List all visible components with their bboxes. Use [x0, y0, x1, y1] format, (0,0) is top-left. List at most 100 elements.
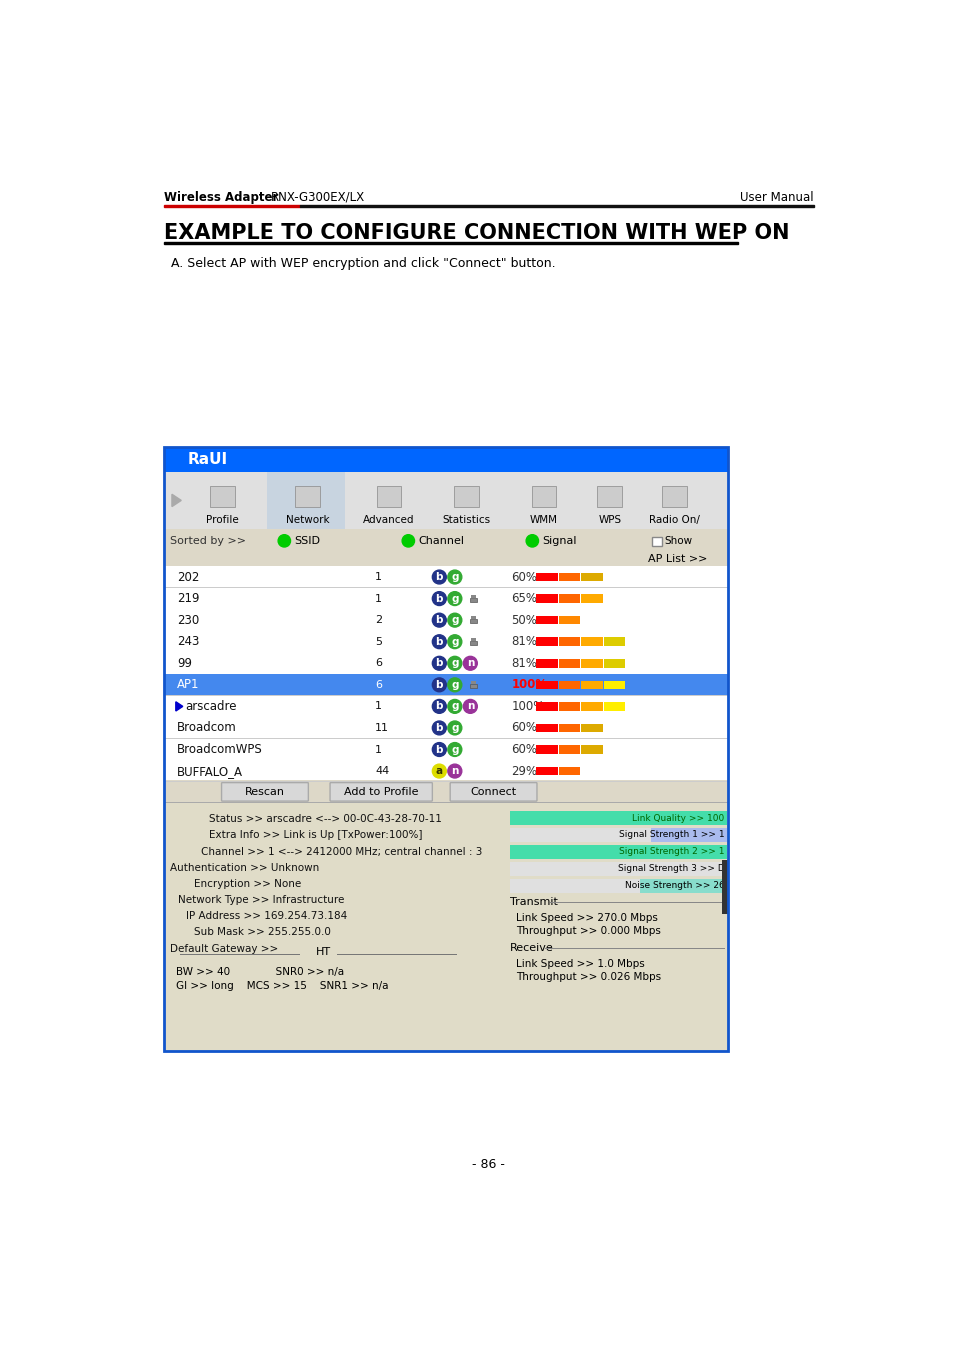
Text: Extra Info >> Link is Up [TxPower:100%]: Extra Info >> Link is Up [TxPower:100%]	[209, 830, 422, 840]
Text: Default Gateway >>: Default Gateway >>	[171, 944, 278, 953]
Text: Sub Mask >> 255.255.0.0: Sub Mask >> 255.255.0.0	[193, 927, 330, 937]
Bar	[536, 767, 558, 775]
FancyBboxPatch shape	[221, 783, 308, 801]
Text: 1: 1	[375, 572, 381, 582]
Circle shape	[432, 591, 446, 606]
Bar	[536, 616, 558, 625]
Text: Radio On/: Radio On/	[648, 516, 699, 525]
Text: Add to Profile: Add to Profile	[344, 787, 418, 796]
Bar	[536, 745, 558, 753]
Circle shape	[432, 743, 446, 756]
Text: GI >> long    MCS >> 15    SNR1 >> n/a: GI >> long MCS >> 15 SNR1 >> n/a	[175, 981, 388, 991]
Bar	[164, 205, 299, 207]
Bar	[639, 879, 726, 892]
Text: 2: 2	[375, 616, 382, 625]
Text: g: g	[451, 744, 458, 755]
Circle shape	[432, 699, 446, 713]
Bar	[509, 845, 726, 859]
Circle shape	[432, 656, 446, 670]
Text: b: b	[436, 616, 442, 625]
Bar	[661, 486, 686, 508]
Bar	[721, 860, 728, 914]
Bar	[294, 486, 319, 508]
Bar	[580, 659, 602, 667]
Text: Receive: Receive	[509, 944, 553, 953]
FancyBboxPatch shape	[330, 783, 432, 801]
Bar	[164, 471, 728, 529]
Bar	[470, 620, 476, 624]
Text: 65%: 65%	[511, 593, 537, 605]
Text: 230: 230	[177, 614, 199, 626]
Text: g: g	[451, 724, 458, 733]
Circle shape	[432, 613, 446, 628]
Bar	[164, 529, 728, 552]
Bar	[164, 674, 728, 695]
Text: g: g	[451, 616, 458, 625]
Circle shape	[463, 656, 476, 670]
Bar	[164, 695, 728, 717]
Text: 11: 11	[375, 724, 389, 733]
Circle shape	[447, 678, 461, 691]
Bar	[471, 617, 476, 620]
Circle shape	[447, 613, 461, 628]
Bar	[164, 447, 728, 1052]
Bar	[164, 587, 728, 609]
Circle shape	[447, 570, 461, 585]
Text: RNX-G300EX/LX: RNX-G300EX/LX	[271, 190, 365, 204]
Circle shape	[447, 699, 461, 713]
Text: Advanced: Advanced	[363, 516, 415, 525]
Text: b: b	[436, 702, 442, 711]
Bar	[597, 486, 621, 508]
Bar	[299, 205, 813, 207]
Circle shape	[447, 634, 461, 648]
Text: b: b	[436, 594, 442, 603]
Text: g: g	[451, 637, 458, 647]
Bar	[509, 845, 726, 859]
Text: n: n	[451, 765, 458, 776]
Text: Authentication >> Unknown: Authentication >> Unknown	[171, 863, 319, 872]
Text: g: g	[451, 572, 458, 582]
Bar	[164, 738, 728, 760]
Text: WPS: WPS	[598, 516, 620, 525]
Text: 99: 99	[177, 656, 193, 670]
Circle shape	[447, 721, 461, 734]
Text: 243: 243	[177, 636, 199, 648]
Bar	[164, 447, 728, 471]
Bar	[509, 861, 726, 876]
Text: 60%: 60%	[511, 743, 537, 756]
Bar	[603, 680, 624, 688]
Text: - 86 -: - 86 -	[472, 1158, 505, 1170]
Text: Wireless Adapter: Wireless Adapter	[164, 190, 282, 204]
Text: 219: 219	[177, 593, 200, 605]
Bar	[580, 745, 602, 753]
Bar	[558, 680, 579, 688]
Text: n: n	[466, 659, 474, 668]
Text: EXAMPLE TO CONFIGURE CONNECTION WITH WEP ON: EXAMPLE TO CONFIGURE CONNECTION WITH WEP…	[164, 223, 789, 243]
Bar	[470, 598, 476, 602]
Text: Rescan: Rescan	[245, 787, 285, 796]
Bar	[531, 486, 556, 508]
Bar	[536, 724, 558, 732]
Text: WMM: WMM	[530, 516, 558, 525]
Circle shape	[525, 535, 537, 547]
Bar	[509, 879, 726, 892]
Text: 60%: 60%	[511, 571, 537, 583]
Bar	[580, 680, 602, 688]
Text: 6: 6	[375, 659, 381, 668]
Bar	[536, 594, 558, 603]
Bar	[509, 811, 726, 825]
Text: g: g	[451, 659, 458, 668]
Bar	[536, 680, 558, 688]
Text: b: b	[436, 680, 442, 690]
Text: Broadcom: Broadcom	[177, 721, 237, 734]
Text: Statistics: Statistics	[442, 516, 490, 525]
Circle shape	[447, 591, 461, 606]
Text: b: b	[436, 637, 442, 647]
Text: 81%: 81%	[511, 636, 537, 648]
Text: AP1: AP1	[177, 678, 200, 691]
Text: g: g	[451, 702, 458, 711]
Bar	[509, 811, 726, 825]
Text: 60%: 60%	[511, 721, 537, 734]
Text: b: b	[436, 659, 442, 668]
Text: g: g	[451, 680, 458, 690]
